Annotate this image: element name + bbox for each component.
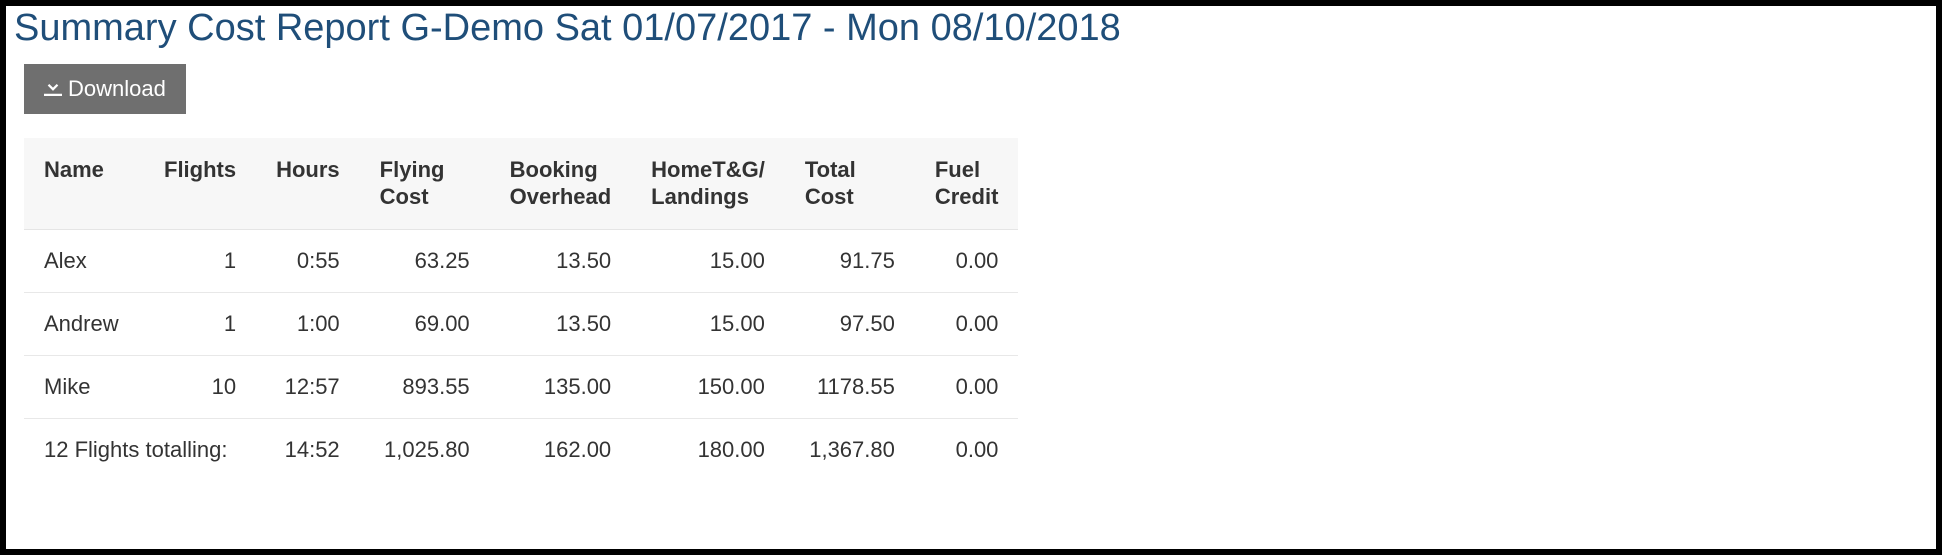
cell-fuel-credit: 0.00: [915, 292, 1019, 355]
cell-hours: 0:55: [256, 229, 360, 292]
cell-flying-cost: 69.00: [360, 292, 490, 355]
col-home-tg-landings: HomeT&G/Landings: [631, 138, 785, 230]
download-icon: [44, 76, 62, 102]
total-label: 12 Flights totalling:: [24, 418, 256, 481]
table-row: Andrew 1 1:00 69.00 13.50 15.00 97.50 0.…: [24, 292, 1018, 355]
total-flying-cost: 1,025.80: [360, 418, 490, 481]
cell-hours: 1:00: [256, 292, 360, 355]
table-row: Alex 1 0:55 63.25 13.50 15.00 91.75 0.00: [24, 229, 1018, 292]
total-home-tg-landings: 180.00: [631, 418, 785, 481]
col-booking-overhead: BookingOverhead: [490, 138, 632, 230]
report-frame: Summary Cost Report G-Demo Sat 01/07/201…: [0, 0, 1942, 555]
cell-booking-overhead: 13.50: [490, 229, 632, 292]
total-fuel-credit: 0.00: [915, 418, 1019, 481]
page-title: Summary Cost Report G-Demo Sat 01/07/201…: [14, 6, 1928, 50]
cell-total-cost: 91.75: [785, 229, 915, 292]
download-label: Download: [68, 76, 166, 102]
cell-name: Alex: [24, 229, 144, 292]
table-header-row: Name Flights Hours FlyingCost BookingOve…: [24, 138, 1018, 230]
cell-home-tg-landings: 15.00: [631, 292, 785, 355]
total-total-cost: 1,367.80: [785, 418, 915, 481]
cell-flights: 1: [144, 292, 256, 355]
cell-flights: 10: [144, 355, 256, 418]
cell-booking-overhead: 135.00: [490, 355, 632, 418]
cell-flying-cost: 893.55: [360, 355, 490, 418]
cell-name: Andrew: [24, 292, 144, 355]
cell-fuel-credit: 0.00: [915, 355, 1019, 418]
cell-total-cost: 1178.55: [785, 355, 915, 418]
total-hours: 14:52: [256, 418, 360, 481]
col-fuel-credit: FuelCredit: [915, 138, 1019, 230]
cell-flying-cost: 63.25: [360, 229, 490, 292]
cell-hours: 12:57: [256, 355, 360, 418]
total-booking-overhead: 162.00: [490, 418, 632, 481]
cell-total-cost: 97.50: [785, 292, 915, 355]
cell-home-tg-landings: 150.00: [631, 355, 785, 418]
col-hours: Hours: [256, 138, 360, 230]
col-flying-cost: FlyingCost: [360, 138, 490, 230]
table-total-row: 12 Flights totalling: 14:52 1,025.80 162…: [24, 418, 1018, 481]
cell-flights: 1: [144, 229, 256, 292]
cell-booking-overhead: 13.50: [490, 292, 632, 355]
col-total-cost: TotalCost: [785, 138, 915, 230]
cell-fuel-credit: 0.00: [915, 229, 1019, 292]
col-flights: Flights: [144, 138, 256, 230]
cost-report-table: Name Flights Hours FlyingCost BookingOve…: [24, 138, 1018, 481]
col-name: Name: [24, 138, 144, 230]
download-button[interactable]: Download: [24, 64, 186, 114]
table-row: Mike 10 12:57 893.55 135.00 150.00 1178.…: [24, 355, 1018, 418]
cell-name: Mike: [24, 355, 144, 418]
cell-home-tg-landings: 15.00: [631, 229, 785, 292]
